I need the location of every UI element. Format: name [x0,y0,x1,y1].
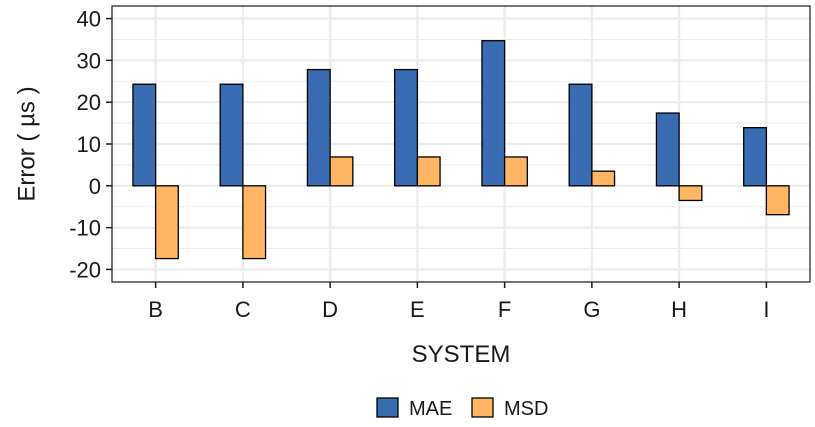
x-tick-label: D [322,297,338,322]
y-tick-label: 30 [77,48,101,73]
bar-msd-h [678,185,703,202]
legend: MAE MSD [376,397,548,420]
bar-mae-f [481,40,506,187]
x-tick-label: E [410,297,425,322]
x-tick-label: H [671,297,687,322]
bar-msd-i [765,185,790,216]
y-tick-label: -20 [69,257,101,282]
bars [132,40,790,260]
x-tick-label: G [583,297,600,322]
y-tick-label: 10 [77,132,101,157]
y-axis: -20 -10 0 10 20 30 40 [69,7,112,282]
x-tick-label: I [763,297,769,322]
x-tick-label: C [235,297,251,322]
x-tick-label: B [148,297,163,322]
bar-mae-g [568,83,593,187]
bar-msd-d [329,156,354,187]
x-axis: B C D E F G H I [148,282,769,322]
legend-label-mae: MAE [409,398,452,420]
bar-mae-c [219,83,244,187]
y-tick-label: -10 [69,216,101,241]
legend-key-msd [471,397,494,418]
grid-lines [112,6,810,282]
legend-label-msd: MSD [504,398,548,420]
bar-mae-b [132,83,157,187]
x-tick-label: F [498,297,511,322]
y-tick-label: 40 [77,7,101,32]
legend-key-mae [376,397,399,418]
bar-mae-e [394,68,419,187]
bar-mae-d [306,68,331,187]
y-tick-label: 0 [89,174,101,199]
y-tick-label: 20 [77,90,101,115]
bar-mae-h [655,112,680,187]
y-axis-title: Error ( µs ) [13,86,40,201]
bar-mae-i [743,127,768,187]
bar-msd-f [503,156,528,187]
bar-msd-c [242,185,267,260]
bar-msd-g [591,170,616,187]
bar-msd-e [416,156,441,187]
x-axis-title: SYSTEM [412,341,511,368]
bar-msd-b [154,185,179,260]
